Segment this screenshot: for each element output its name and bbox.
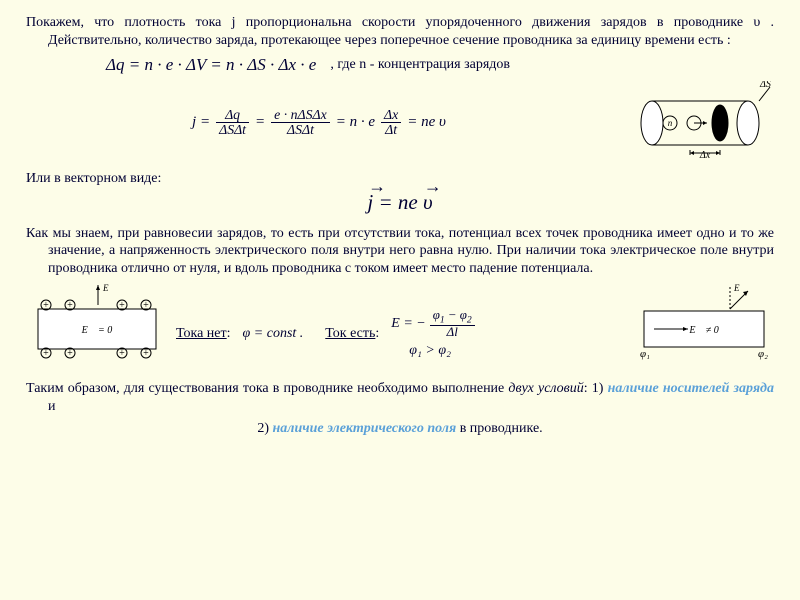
- equation-1: Δq = n · e · ΔV = n · ΔS · Δx · e: [106, 55, 316, 75]
- equation-2: j = ΔqΔSΔt = e · nΔSΔxΔSΔt = n · e ΔxΔt …: [26, 108, 612, 137]
- svg-text:n: n: [668, 118, 673, 128]
- p3-text: Как мы знаем, при равновесии зарядов, то…: [26, 226, 774, 276]
- svg-text:+: +: [43, 300, 49, 311]
- equation-1-row: Δq = n · e · ΔV = n · ΔS · Δx · e , где …: [26, 55, 774, 75]
- paragraph-2: Или в векторном виде:: [26, 170, 774, 188]
- cylinder-diagram: n ΔS Δx: [630, 81, 774, 164]
- svg-text:+: +: [143, 348, 149, 359]
- paragraph-3: Как мы знаем, при равновесии зарядов, то…: [26, 225, 774, 278]
- svg-text:φ₂: φ₂: [758, 348, 768, 360]
- paragraph-4: Таким образом, для существования тока в …: [26, 380, 774, 415]
- svg-text:E⃗: E⃗: [102, 283, 116, 293]
- E-formula: E = − φ1 − φ2Δl φ₁ > φ₂: [391, 309, 474, 359]
- svg-text:+: +: [143, 300, 149, 311]
- equation-3: j = ne υ: [26, 190, 774, 215]
- p2-text: Или в векторном виде:: [26, 171, 161, 186]
- svg-text:+: +: [67, 348, 73, 359]
- where-1: , где n - концентрация зарядов: [330, 57, 510, 73]
- has-current-label: Ток есть:: [325, 326, 379, 342]
- svg-text:E⃗ = 0: E⃗ = 0: [81, 325, 113, 336]
- svg-text:φ₁: φ₁: [640, 348, 650, 360]
- svg-text:E⃗ ≠ 0: E⃗ ≠ 0: [688, 325, 718, 336]
- paragraph-5: 2) наличие электрического поля в проводн…: [26, 421, 774, 437]
- phi-const: φ = const .: [243, 326, 304, 342]
- condition-1: наличие носителей заряда: [608, 381, 774, 396]
- condition-2: наличие электрического поля: [272, 421, 456, 436]
- svg-text:+: +: [43, 348, 49, 359]
- paragraph-1: Покажем, что плотность тока j пропорцион…: [26, 14, 774, 49]
- no-current-label: Тока нет:: [176, 326, 231, 342]
- box-diagram-right: E⃗ E⃗ ≠ 0 φ₁ φ₂: [634, 283, 774, 376]
- svg-text:+: +: [119, 348, 125, 359]
- svg-text:Δx: Δx: [699, 150, 711, 159]
- p1-text: Покажем, что плотность тока j пропорцион…: [26, 15, 774, 48]
- svg-text:+: +: [119, 300, 125, 311]
- svg-text:ΔS: ΔS: [759, 81, 771, 90]
- box-diagram-left: E⃗ E⃗ = 0 + + + + + + + +: [26, 283, 166, 376]
- phi-ineq: φ₁ > φ₂: [409, 343, 451, 359]
- svg-text:E⃗: E⃗: [733, 283, 747, 293]
- svg-text:+: +: [67, 300, 73, 311]
